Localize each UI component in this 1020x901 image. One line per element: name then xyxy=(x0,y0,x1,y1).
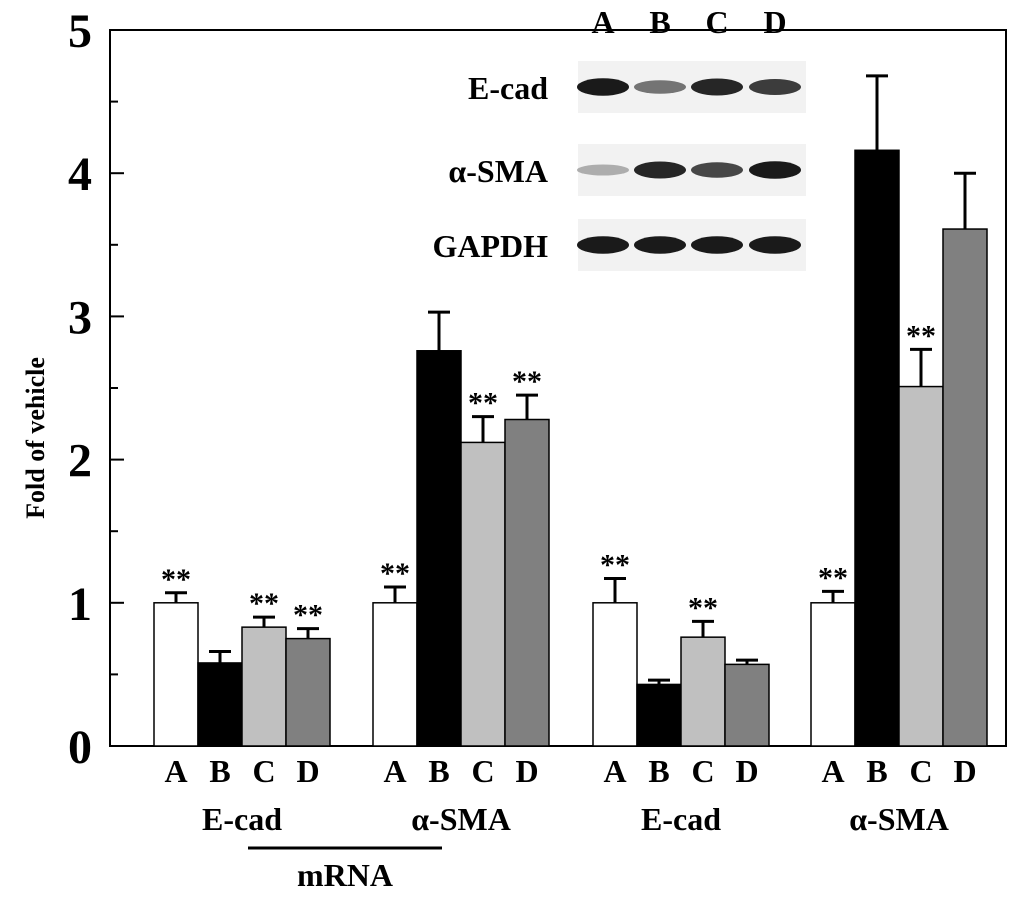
y-tick-label: 4 xyxy=(68,148,92,201)
bar xyxy=(504,418,550,747)
blot-band xyxy=(691,78,743,96)
blot-band-label: E-cad xyxy=(468,70,548,106)
x-category-label: B xyxy=(209,753,230,789)
x-category-label: B xyxy=(648,753,669,789)
significance-mark: ** xyxy=(249,587,279,620)
blot-band xyxy=(577,164,629,176)
significance-mark: ** xyxy=(468,387,498,420)
blot-lane-label: B xyxy=(649,4,670,40)
blot-band xyxy=(749,236,801,254)
x-category-label: C xyxy=(471,753,494,789)
bar xyxy=(153,602,199,747)
blot-band-label: α-SMA xyxy=(448,153,548,189)
blot-band xyxy=(749,79,801,95)
bar xyxy=(898,385,944,747)
x-category-label: C xyxy=(252,753,275,789)
bar xyxy=(592,602,638,747)
x-category-label: A xyxy=(164,753,187,789)
blot-band xyxy=(577,78,629,96)
bar xyxy=(724,663,770,747)
blot-band xyxy=(634,161,686,179)
x-group-label: α-SMA xyxy=(411,801,511,837)
y-tick-label: 0 xyxy=(68,721,92,774)
blot-band xyxy=(749,161,801,179)
blot-band xyxy=(634,80,686,94)
bar xyxy=(285,637,331,747)
y-tick-label: 5 xyxy=(68,5,92,58)
bar xyxy=(854,149,900,747)
bar xyxy=(810,602,856,747)
x-group-label: α-SMA xyxy=(849,801,949,837)
x-category-label: D xyxy=(296,753,319,789)
bar xyxy=(680,636,726,747)
blot-lane-label: A xyxy=(591,4,614,40)
significance-mark: ** xyxy=(293,599,323,632)
x-category-label: B xyxy=(866,753,887,789)
significance-mark: ** xyxy=(512,365,542,398)
blot-band xyxy=(634,236,686,254)
significance-mark: ** xyxy=(688,591,718,624)
significance-mark: ** xyxy=(380,557,410,590)
x-category-label: D xyxy=(735,753,758,789)
mrna-bracket-label: mRNA xyxy=(297,857,393,893)
x-category-label: C xyxy=(909,753,932,789)
significance-mark: ** xyxy=(600,548,630,581)
blot-lane-label: C xyxy=(705,4,728,40)
bar xyxy=(241,626,287,747)
blot-lane-label: D xyxy=(763,4,786,40)
bar xyxy=(372,602,418,747)
bar xyxy=(942,228,988,747)
y-tick-label: 3 xyxy=(68,291,92,344)
significance-mark: ** xyxy=(161,563,191,596)
x-category-label: A xyxy=(821,753,844,789)
bar xyxy=(460,441,506,747)
bar xyxy=(197,662,243,747)
x-group-label: E-cad xyxy=(641,801,721,837)
x-category-label: A xyxy=(383,753,406,789)
x-category-label: D xyxy=(515,753,538,789)
bar xyxy=(416,350,462,747)
blot-band xyxy=(691,236,743,254)
x-group-label: E-cad xyxy=(202,801,282,837)
blot-band xyxy=(577,236,629,254)
significance-mark: ** xyxy=(906,319,936,352)
bar xyxy=(636,683,682,747)
blot-band xyxy=(691,162,743,178)
x-category-label: B xyxy=(428,753,449,789)
blot-band-label: GAPDH xyxy=(432,228,548,264)
y-tick-label: 2 xyxy=(68,435,92,488)
y-tick-label: 1 xyxy=(68,578,92,631)
x-category-label: C xyxy=(691,753,714,789)
significance-mark: ** xyxy=(818,561,848,594)
x-category-label: A xyxy=(603,753,626,789)
x-category-label: D xyxy=(953,753,976,789)
y-axis-label: Fold of vehicle xyxy=(21,357,50,519)
